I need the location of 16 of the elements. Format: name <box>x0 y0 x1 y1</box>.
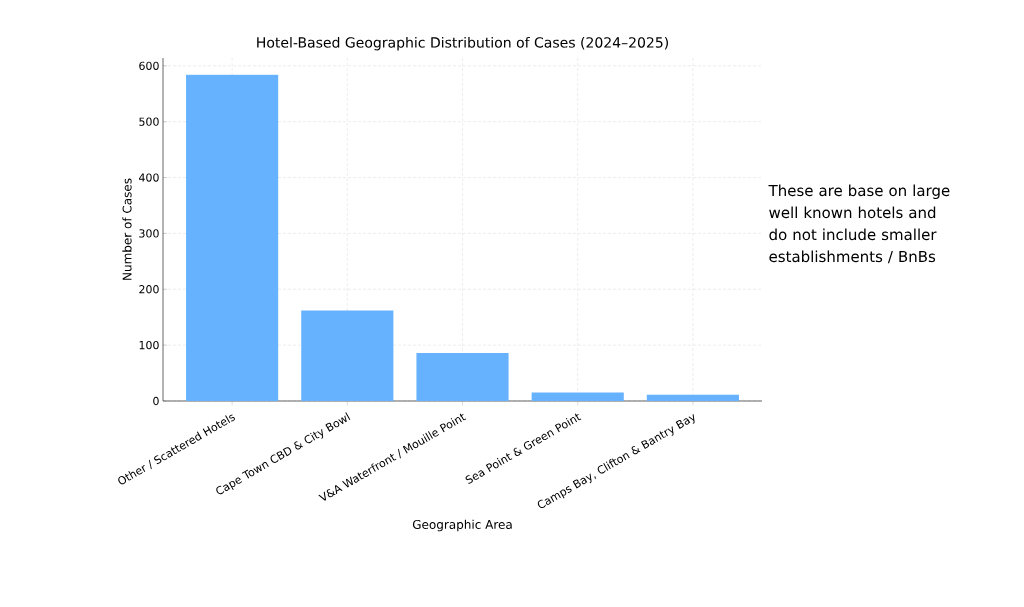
bar <box>301 310 394 401</box>
y-tick-label: 100 <box>139 340 159 350</box>
x-axis-title: Geographic Area <box>412 519 512 532</box>
bar <box>646 394 739 401</box>
bar <box>531 392 624 401</box>
y-tick-label: 500 <box>139 117 159 126</box>
y-tick-label: 300 <box>139 229 159 238</box>
y-axis-title: Number of Cases <box>122 178 132 280</box>
chart-title: Hotel-Based Geographic Distribution of Cases (2024–2025) <box>257 36 668 51</box>
y-tick-label: 600 <box>139 61 159 70</box>
y-tick-label: 0 <box>153 396 159 406</box>
y-tick-label: 400 <box>139 173 159 182</box>
bar <box>186 74 279 401</box>
bar <box>416 352 509 401</box>
text: These are base on large well known hotels and do not include smaller establishments / BnBs <box>768 184 950 264</box>
y-tick-label: 200 <box>139 285 159 294</box>
